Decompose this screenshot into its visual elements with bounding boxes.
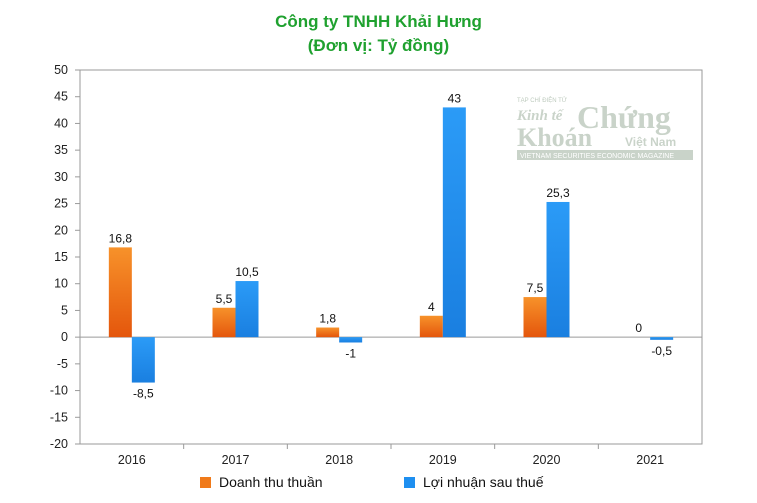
- bar-profit: [546, 201, 570, 338]
- bar-profit: [339, 337, 363, 343]
- y-tick-label: 15: [54, 250, 68, 264]
- data-label-profit: -1: [345, 346, 356, 360]
- y-tick-label: 45: [54, 90, 68, 104]
- bar-profit: [442, 107, 466, 338]
- plot-area-frame: [79, 69, 703, 445]
- legend-label-revenue: Doanh thu thuần: [219, 474, 323, 490]
- data-label-revenue: 16,8: [109, 231, 133, 245]
- bar-revenue: [523, 297, 547, 338]
- bar-revenue: [108, 247, 132, 338]
- bar-profit: [650, 337, 674, 340]
- legend-swatch-revenue: [200, 476, 211, 488]
- legend-item-revenue: Doanh thu thuần: [200, 474, 323, 490]
- y-tick-label: -15: [50, 410, 68, 424]
- legend-label-profit: Lợi nhuận sau thuế: [423, 474, 544, 490]
- chart-title: Công ty TNHH Khải Hưng: [275, 12, 482, 31]
- chart-subtitle: (Đơn vị: Tỷ đồng): [307, 36, 450, 55]
- legend-swatch-profit: [404, 476, 415, 488]
- y-tick-label: 25: [54, 197, 68, 211]
- x-tick-label: 2016: [118, 453, 146, 467]
- y-tick-label: 35: [54, 143, 68, 157]
- bar-revenue: [419, 315, 443, 338]
- bar-revenue: [316, 327, 340, 338]
- y-tick-label: 50: [54, 63, 68, 77]
- bar-revenue: [212, 307, 236, 338]
- x-tick-label: 2020: [533, 453, 561, 467]
- data-label-profit: 10,5: [235, 265, 259, 279]
- legend-item-profit: Lợi nhuận sau thuế: [404, 474, 544, 490]
- data-label-profit: 25,3: [546, 186, 570, 200]
- data-label-revenue: 4: [428, 300, 435, 314]
- data-label-profit: -0,5: [651, 344, 672, 358]
- data-label-revenue: 7,5: [527, 281, 544, 295]
- y-tick-label: 20: [54, 223, 68, 237]
- data-label-profit: 43: [448, 91, 462, 105]
- y-tick-label: -10: [50, 384, 68, 398]
- data-label-revenue: 0: [635, 321, 642, 335]
- y-tick-label: -20: [50, 437, 68, 451]
- x-tick-label: 2021: [636, 453, 664, 467]
- y-tick-label: 10: [54, 277, 68, 291]
- bar-profit: [235, 281, 259, 338]
- x-tick-label: 2017: [222, 453, 250, 467]
- legend: Doanh thu thuần Lợi nhuận sau thuế: [0, 474, 757, 496]
- y-tick-label: 40: [54, 116, 68, 130]
- data-label-revenue: 5,5: [216, 292, 233, 306]
- y-tick-label: 30: [54, 170, 68, 184]
- x-tick-label: 2019: [429, 453, 457, 467]
- y-tick-label: -5: [57, 357, 68, 371]
- y-tick-label: 0: [61, 330, 68, 344]
- x-tick-label: 2018: [325, 453, 353, 467]
- data-label-profit: -8,5: [133, 387, 154, 401]
- y-tick-label: 5: [61, 303, 68, 317]
- data-label-revenue: 1,8: [319, 312, 336, 326]
- bar-profit: [131, 337, 155, 383]
